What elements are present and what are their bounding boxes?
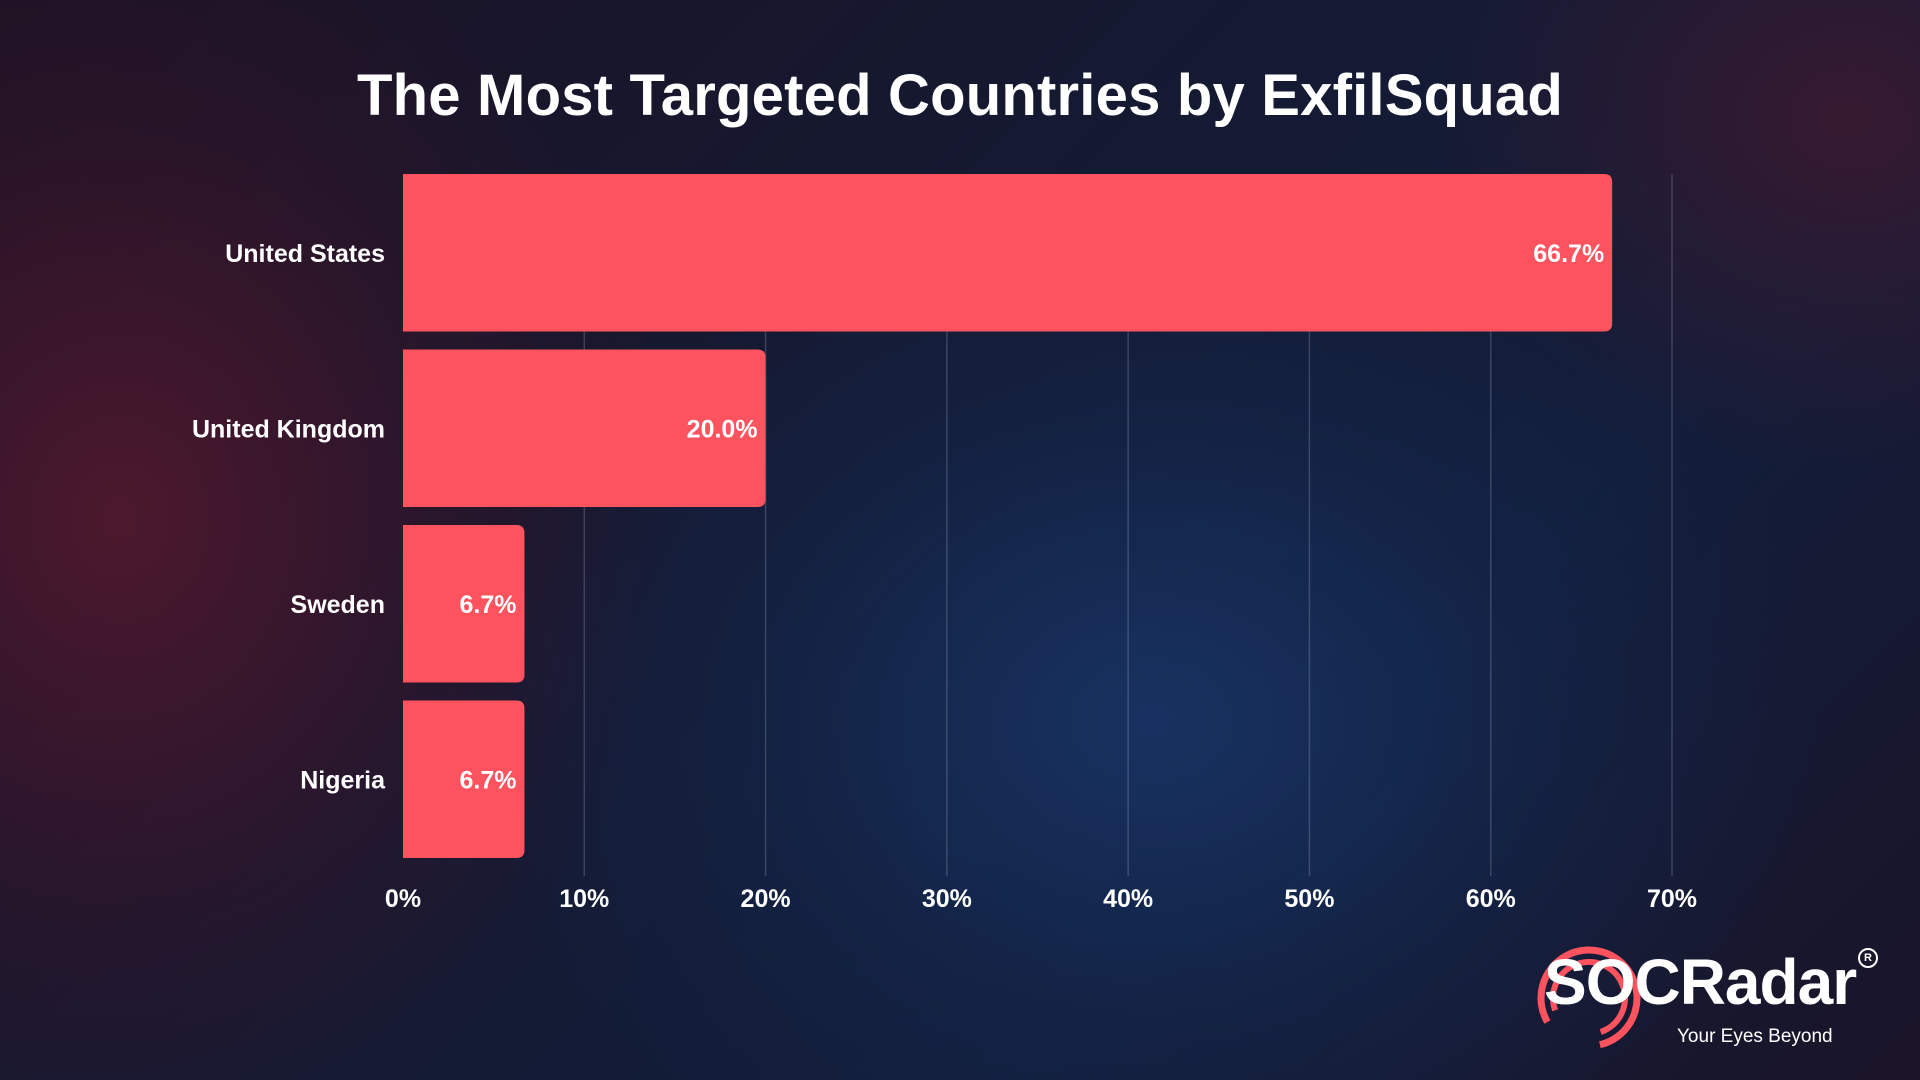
- category-label: United Kingdom: [192, 415, 385, 443]
- bar-united-states: [403, 174, 1613, 332]
- bar-value-label: 6.7%: [459, 766, 516, 794]
- bar-value-label: 66.7%: [1533, 240, 1604, 268]
- category-label: Nigeria: [300, 766, 386, 794]
- chart-title: The Most Targeted Countries by ExfilSqua…: [357, 63, 1563, 128]
- bar-sweden: [403, 525, 525, 683]
- bar-value-label: 20.0%: [687, 415, 758, 443]
- x-tick-label: 30%: [922, 885, 972, 913]
- logo-wordmark: SOCRadar: [1544, 946, 1857, 1018]
- x-tick-label: 40%: [1103, 885, 1153, 913]
- socradar-logo: SOCRadar R Your Eyes Beyond: [1537, 946, 1880, 1058]
- x-tick-label: 70%: [1647, 885, 1697, 913]
- x-tick-label: 60%: [1466, 885, 1516, 913]
- bar-nigeria: [403, 700, 525, 858]
- radar-rings-icon: [1537, 946, 1641, 1050]
- bars: [403, 174, 1613, 858]
- logo-tagline: Your Eyes Beyond: [1677, 1026, 1833, 1047]
- category-label: Sweden: [291, 591, 385, 619]
- bar-united-kingdom: [403, 349, 766, 507]
- x-tick-label: 50%: [1284, 885, 1334, 913]
- x-tick-label: 20%: [741, 885, 791, 913]
- bar-value-label: 6.7%: [459, 591, 516, 619]
- registered-mark: R: [1858, 948, 1878, 968]
- x-tick-label: 10%: [559, 885, 609, 913]
- labels: 0% 10% 20% 30% 40% 50% 60% 70% 66.7% United State…: [192, 240, 1697, 913]
- category-label: United States: [225, 240, 385, 268]
- x-tick-label: 0%: [385, 885, 421, 913]
